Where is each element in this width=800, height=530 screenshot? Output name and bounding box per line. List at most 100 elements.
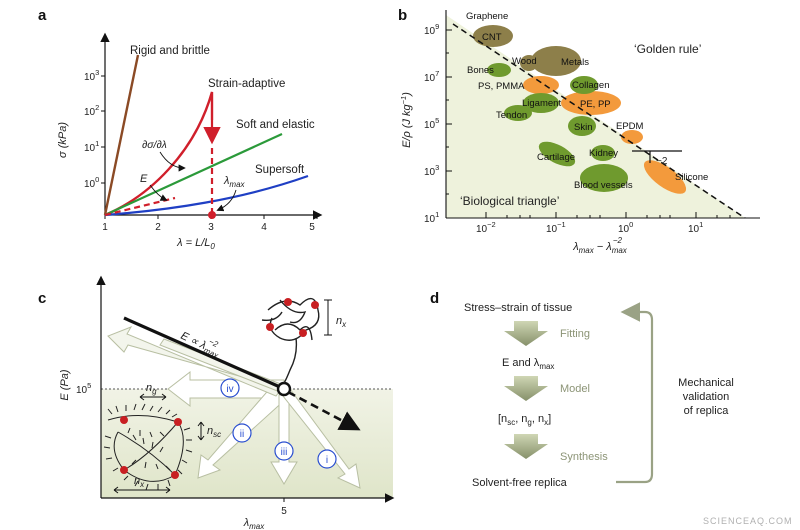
step-tissue: Stress–strain of tissue [464,302,572,314]
panel-b-x-ticks: 10−2 10−1 100 101 [476,212,731,235]
side-label-line: validation [683,391,729,403]
golden-rule-line [452,23,746,219]
panel-d: d Stress–strain of tissue Fitting E and … [430,290,734,489]
panel-c: c 5 λmax 105 E (Pa) E ∝ λmax−2 iv ii [38,275,395,530]
label-slope: ∂σ/∂λ [142,139,167,151]
curve-supersoft [104,174,309,217]
route-arrow-i [282,388,361,489]
label-blood-vessels: Blood vessels [574,180,633,191]
polymer-network-bottlebrush [103,403,193,491]
panel-b-ytick-label: 107 [424,69,439,84]
route-arrow-upper [107,326,283,397]
label-golden-rule: ‘Golden rule’ [634,42,701,56]
step-synthesis: Synthesis [560,451,608,463]
blob-skin [568,116,596,136]
panel-a-label: a [38,7,47,24]
label-tendon: Tendon [496,110,527,121]
panel-a-ytick-label: 100 [84,175,99,190]
lambda-max-point [208,211,216,219]
polymer-network-dense [261,297,320,384]
blob-pe-pp [561,91,621,115]
blob-cartilage [538,141,576,167]
panel-a-ytick-label: 101 [84,139,99,154]
panel-a-y-label: σ (kPa) [57,122,69,158]
panel-a-xtick-label: 1 [102,222,108,233]
panel-b: b 101 103 105 107 109 [398,7,760,255]
ng-label: ng [146,382,157,396]
nx-label-top: nx [336,315,347,329]
route-marker-ii [232,423,252,443]
blob-silicone [643,160,687,194]
label-silicone: Silicone [675,172,708,183]
route-label-iii: iii [281,447,288,458]
label-E: E [140,173,148,185]
route-marker-i [317,449,337,469]
watermark: SCIENCEAQ.COM [703,516,793,526]
crosslink-node [266,323,274,331]
crosslink-node [284,298,292,306]
panel-b-ytick-label: 103 [424,163,439,178]
step-model: Model [560,383,590,395]
label-metals: Metals [561,57,589,68]
panel-b-ytick-label: 105 [424,116,439,131]
crosslink-node [120,466,128,474]
label-bones: Bones [467,65,494,76]
panel-c-label: c [38,290,46,307]
route-label-i: i [326,455,328,466]
tissue-point [276,381,292,397]
label-wood: Wood [512,56,537,67]
step-variables: [nsc, ng, nx] [498,413,551,427]
step-replica: Solvent-free replica [472,477,568,489]
crosslink-node [171,471,179,479]
label-kidney: Kidney [589,148,618,159]
blob-bones [487,63,511,77]
label-ps-pmma: PS, PMMA [478,81,525,92]
panel-a-ytick-label: 103 [84,68,99,83]
label-cartilage: Cartilage [537,152,575,163]
label-collagen: Collagen [572,80,610,91]
step-params: E and λmax [502,357,554,371]
route-label-ii: ii [240,429,244,440]
panel-a-xtick-label: 2 [155,222,161,233]
validation-loop-arrow [616,302,654,484]
crosslink-node [311,301,319,309]
label-skin: Skin [574,122,592,133]
nsc-label: nsc [207,425,221,439]
panel-d-label: d [430,290,439,307]
label-supersoft: Supersoft [255,164,305,176]
route-label-iv: iv [226,384,233,395]
panel-c-xtick-label: 5 [281,506,287,517]
blob-cnt [473,25,513,47]
blob-tendon [504,105,532,121]
slope-label: −2 [656,156,668,167]
nx-label-bottom: nx [134,475,145,489]
panel-b-ytick-label: 101 [424,210,439,225]
label-epdm: EPDM [616,121,644,132]
crosslink-node [174,418,182,426]
label-strain-adaptive: Strain-adaptive [208,78,285,90]
panel-a-x-label: λ = L/L0 [176,237,215,251]
flow-arrow-synthesis [504,434,548,459]
E-pointer-arrow [149,184,168,201]
panel-b-xtick-label: 10−2 [476,220,496,235]
panel-a: a 1 2 3 4 5 100 101 102 103 σ (kPa [38,7,323,251]
panel-a-xtick-label: 4 [261,222,267,233]
label-rigid-brittle: Rigid and brittle [130,45,210,57]
slope-pointer-arrow [159,151,186,172]
panel-b-y-ticks: 101 103 105 107 109 [424,22,452,225]
route-arrows [107,326,361,489]
label-graphene: Graphene [466,11,508,22]
tangent-line-E [104,196,176,217]
label-lambda-max: λmax [223,175,246,189]
side-label-line: of replica [684,405,730,417]
panel-b-xtick-label: 10−1 [546,220,566,235]
curve-strain-adaptive [104,91,214,217]
label-cnt: CNT [482,32,502,43]
modulus-scaling-line [123,316,281,389]
blob-ps-pmma [523,76,559,94]
panel-c-x-label: λmax [243,517,266,530]
panel-b-x-label: λmax − λmax−2 [572,236,628,255]
crosslink-node [120,416,128,424]
flow-arrow-fitting [504,321,548,346]
